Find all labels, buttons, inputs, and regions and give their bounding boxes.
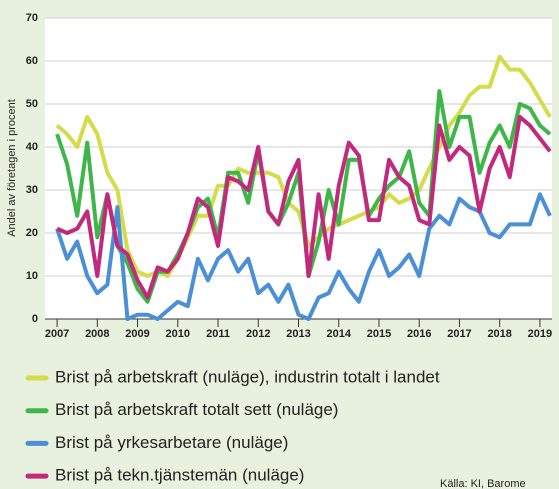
series-line [55, 192, 552, 321]
legend-label: Brist på tekn.tjänstemän (nuläge) [55, 466, 304, 485]
x-tick-label: 2008 [85, 328, 109, 340]
x-tick-label: 2015 [367, 328, 391, 340]
x-tick-label: 2017 [447, 328, 471, 340]
x-tick-label: 2014 [326, 328, 351, 340]
series-line [56, 114, 552, 300]
y-tick-label: 30 [26, 184, 38, 196]
x-tick-label: 2011 [206, 328, 230, 340]
source: Källa: KI, Barome [440, 478, 526, 489]
y-tick-label: 70 [26, 12, 38, 24]
y-tick-label: 60 [26, 55, 38, 67]
x-tick-label: 2018 [487, 328, 511, 340]
y-axis-label: Andel av företagen i procent [6, 99, 18, 237]
x-tick-label: 2007 [45, 328, 69, 340]
y-tick-label: 0 [32, 313, 38, 325]
x-tick-label: 2012 [246, 328, 270, 340]
y-tick-label: 20 [26, 227, 38, 239]
x-tick-label: 2016 [407, 328, 431, 340]
y-tick-label: 10 [26, 270, 38, 282]
legend-label: Brist på arbetskraft (nuläge), industrin… [55, 367, 440, 386]
y-tick-label: 40 [26, 141, 38, 153]
legend-label: Brist på yrkesarbetare (nuläge) [55, 433, 288, 452]
x-tick-label: 2009 [125, 328, 149, 340]
legend-label: Brist på arbetskraft totalt sett (nuläge… [55, 400, 338, 419]
y-tick-label: 50 [26, 98, 38, 110]
x-tick-label: 2013 [286, 328, 310, 340]
x-tick-label: 2019 [528, 328, 552, 340]
x-tick-label: 2010 [166, 328, 190, 340]
